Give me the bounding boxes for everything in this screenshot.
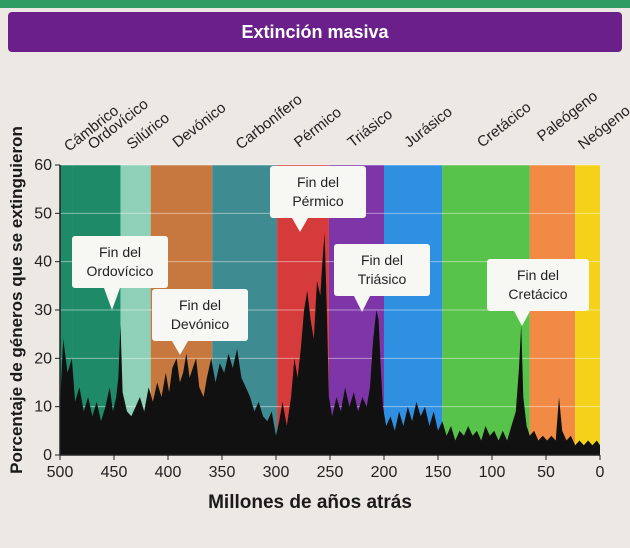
x-tick-label-50: 50 — [537, 464, 555, 481]
callout-permico: Fin del Pérmico — [270, 166, 366, 232]
callout-devonico: Fin del Devónico — [152, 289, 248, 355]
y-tick-label-50: 50 — [34, 205, 52, 222]
x-axis-title: Millones de años atrás — [208, 492, 412, 513]
extinction-area — [60, 232, 600, 455]
callout-pointer — [354, 296, 370, 312]
x-tick-label-300: 300 — [263, 464, 290, 481]
y-tick-label-40: 40 — [34, 254, 52, 271]
callout-triasico: Fin del Triásico — [334, 244, 430, 312]
callout-box — [270, 166, 366, 218]
callout-line: Devónico — [171, 316, 230, 332]
callout-pointer — [514, 311, 530, 326]
title-bar — [8, 12, 622, 52]
callout-line: Fin del — [517, 267, 559, 283]
axes: 500 450 400 350 300 250 200 150 100 50 00102030405… — [34, 157, 604, 481]
callout-pointer — [104, 288, 120, 310]
x-tick-label-250: 250 — [317, 464, 344, 481]
callout-box — [334, 244, 430, 296]
callout-box — [72, 236, 168, 288]
x-tick-label-350: 350 — [209, 464, 236, 481]
callout-line: Pérmico — [292, 193, 344, 209]
y-tick-label-0: 0 — [43, 447, 52, 464]
callout-ordovicico: Fin del Ordovícico — [72, 236, 168, 310]
callout-line: Fin del — [179, 297, 221, 313]
y-tick-label-20: 20 — [34, 350, 52, 367]
x-tick-label-400: 400 — [155, 464, 182, 481]
callout-cretacico: Fin del Cretácico — [487, 259, 589, 326]
x-tick-label-200: 200 — [371, 464, 398, 481]
y-tick-label-60: 60 — [34, 157, 52, 174]
callout-line: Cretácico — [508, 286, 567, 302]
y-tick-label-10: 10 — [34, 399, 52, 416]
callout-box — [152, 289, 248, 341]
top-strip — [0, 0, 630, 8]
callouts: Fin del Ordovícico Fin del Devónico Fin del P… — [72, 166, 589, 355]
x-tick-label-0: 0 — [596, 464, 605, 481]
y-tick-label-30: 30 — [34, 302, 52, 319]
callout-line: Fin del — [297, 174, 339, 190]
callout-line: Triásico — [358, 271, 407, 287]
x-tick-label-100: 100 — [479, 464, 506, 481]
callout-box — [487, 259, 589, 311]
callout-pointer — [172, 341, 188, 355]
y-axis-title: Porcentaje de géneros que se extinguiero… — [7, 126, 26, 474]
extinction-series-area — [60, 232, 600, 455]
band-jurasico — [384, 165, 443, 455]
x-tick-label-150: 150 — [425, 464, 452, 481]
chart-title: Extinción masiva — [241, 22, 389, 42]
x-tick-label-450: 450 — [101, 464, 128, 481]
callout-pointer — [292, 218, 308, 232]
callout-line: Ordovícico — [87, 263, 154, 279]
callout-line: Fin del — [99, 244, 141, 260]
callout-line: Fin del — [361, 252, 403, 268]
x-tick-label-500: 500 — [47, 464, 74, 481]
